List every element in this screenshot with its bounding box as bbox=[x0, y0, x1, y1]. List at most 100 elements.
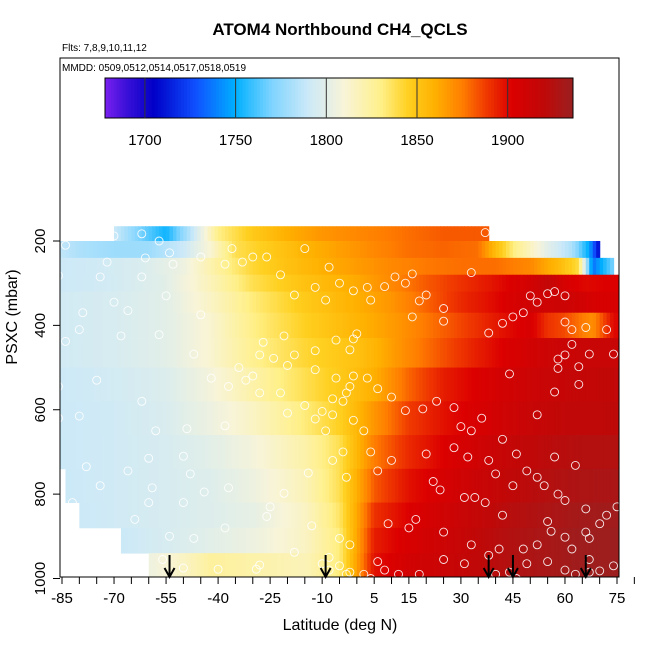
heatmap-cell bbox=[433, 241, 438, 259]
heatmap-cell bbox=[273, 367, 278, 402]
heatmap-cell bbox=[395, 338, 400, 368]
heatmap-cell bbox=[554, 291, 559, 314]
colorbar-cell bbox=[321, 78, 325, 118]
heatmap-cell bbox=[523, 502, 528, 529]
data-point bbox=[595, 519, 605, 529]
heatmap-cell bbox=[561, 502, 566, 529]
heatmap-cell bbox=[395, 312, 400, 339]
data-point bbox=[60, 271, 63, 280]
heatmap-cell bbox=[238, 338, 243, 368]
heatmap-cell bbox=[624, 435, 628, 469]
heatmap-cell bbox=[603, 527, 608, 554]
heatmap-cell bbox=[516, 312, 521, 339]
heatmap-cell bbox=[440, 401, 445, 436]
heatmap-cell bbox=[117, 241, 122, 259]
data-point bbox=[498, 318, 507, 328]
heatmap-cell bbox=[270, 338, 275, 368]
heatmap-cell bbox=[502, 312, 507, 339]
heatmap-cell bbox=[617, 367, 619, 402]
data-point bbox=[584, 533, 594, 543]
heatmap-cell bbox=[412, 367, 417, 402]
heatmap-cell bbox=[391, 312, 396, 339]
data-point bbox=[262, 512, 272, 521]
heatmap-cell bbox=[152, 291, 157, 314]
heatmap-cell bbox=[60, 312, 63, 339]
heatmap-cell bbox=[152, 241, 157, 259]
heatmap-cell bbox=[509, 553, 514, 577]
heatmap-cell bbox=[512, 338, 518, 368]
heatmap-cell bbox=[492, 527, 497, 554]
heatmap-cell bbox=[547, 312, 552, 339]
heatmap-cell bbox=[346, 553, 351, 577]
heatmap-cell bbox=[211, 257, 216, 276]
heatmap-cell bbox=[60, 338, 63, 368]
heatmap-cell bbox=[592, 274, 597, 293]
heatmap-cell bbox=[110, 468, 115, 503]
heatmap-cell bbox=[460, 274, 465, 293]
heatmap-cell bbox=[360, 241, 365, 259]
colorbar-cell bbox=[236, 78, 241, 118]
heatmap-cell bbox=[613, 401, 618, 436]
heatmap-cell bbox=[367, 257, 372, 276]
colorbar-cell bbox=[283, 78, 287, 118]
heatmap-cell bbox=[263, 367, 268, 402]
heatmap-cell bbox=[52, 292, 56, 313]
heatmap-cell bbox=[426, 226, 431, 242]
data-point bbox=[255, 560, 265, 570]
heatmap-cell bbox=[287, 312, 292, 339]
heatmap-cell bbox=[127, 502, 132, 529]
heatmap-cell bbox=[346, 312, 351, 339]
heatmap-cell bbox=[308, 502, 313, 529]
heatmap-cell bbox=[388, 435, 393, 470]
heatmap-cell bbox=[197, 241, 202, 259]
heatmap-cell bbox=[422, 468, 427, 503]
heatmap-cell bbox=[516, 241, 521, 259]
heatmap-cell bbox=[82, 257, 87, 276]
heatmap-cell bbox=[363, 401, 368, 436]
heatmap-cell bbox=[218, 338, 223, 368]
heatmap-cell bbox=[173, 274, 178, 293]
heatmap-cell bbox=[211, 401, 216, 436]
heatmap-cell bbox=[287, 553, 292, 577]
heatmap-cell bbox=[516, 468, 521, 503]
heatmap-cell bbox=[173, 367, 178, 402]
heatmap-cell bbox=[356, 527, 361, 554]
data-point bbox=[137, 272, 147, 282]
heatmap-cell bbox=[342, 502, 348, 529]
heatmap-cell bbox=[585, 553, 590, 577]
heatmap-cell bbox=[332, 312, 337, 339]
colorbar-cell bbox=[423, 78, 428, 118]
heatmap-cell bbox=[148, 291, 153, 314]
heatmap-cell bbox=[634, 292, 638, 313]
data-point bbox=[373, 466, 383, 476]
heatmap-cell bbox=[124, 502, 129, 529]
heatmap-cell bbox=[471, 274, 476, 293]
heatmap-cell bbox=[138, 257, 143, 276]
heatmap-cell bbox=[561, 241, 566, 259]
heatmap-cell bbox=[308, 435, 313, 470]
colorbar-cell bbox=[488, 78, 492, 118]
heatmap-cell bbox=[294, 241, 299, 259]
heatmap-cell bbox=[412, 553, 417, 577]
heatmap-cell bbox=[346, 274, 351, 293]
heatmap-cell bbox=[405, 338, 410, 368]
heatmap-cell bbox=[589, 291, 594, 314]
colorbar-cell bbox=[195, 78, 200, 118]
heatmap-cell bbox=[207, 241, 212, 259]
heatmap-cell bbox=[578, 553, 583, 577]
heatmap-cell bbox=[408, 226, 413, 242]
heatmap-cell bbox=[464, 401, 469, 436]
heatmap-cell bbox=[603, 502, 608, 529]
heatmap-cell bbox=[308, 338, 313, 368]
heatmap-cell bbox=[290, 468, 296, 503]
heatmap-cell bbox=[193, 367, 198, 402]
data-point bbox=[609, 349, 618, 359]
heatmap-cell bbox=[252, 367, 257, 402]
heatmap-cell bbox=[103, 291, 108, 314]
heatmap-cell bbox=[114, 226, 119, 242]
heatmap-cell bbox=[349, 401, 354, 436]
heatmap-cell bbox=[488, 257, 493, 276]
heatmap-cell bbox=[62, 291, 67, 314]
heatmap-cell bbox=[332, 241, 337, 259]
heatmap-cell bbox=[297, 401, 302, 436]
